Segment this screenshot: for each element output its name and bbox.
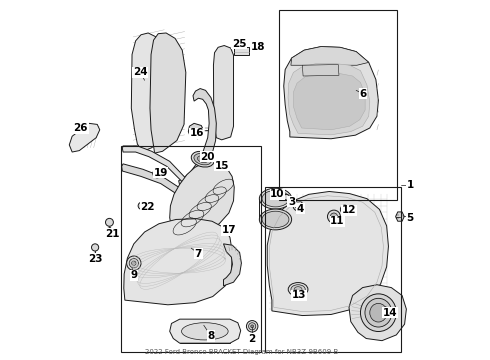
- Polygon shape: [170, 162, 234, 237]
- Circle shape: [341, 205, 349, 214]
- Text: 14: 14: [383, 308, 397, 318]
- Ellipse shape: [262, 211, 289, 228]
- Circle shape: [132, 261, 136, 265]
- Text: 8: 8: [207, 331, 215, 341]
- Ellipse shape: [191, 151, 214, 167]
- Bar: [265, 187, 401, 352]
- Polygon shape: [395, 212, 404, 221]
- Text: 7: 7: [195, 248, 202, 258]
- Text: 26: 26: [74, 123, 88, 133]
- Ellipse shape: [181, 323, 228, 340]
- Polygon shape: [234, 47, 248, 55]
- Text: 18: 18: [251, 42, 266, 52]
- Text: 20: 20: [200, 152, 215, 162]
- Polygon shape: [291, 46, 368, 65]
- Text: 11: 11: [330, 216, 345, 226]
- Ellipse shape: [259, 188, 292, 209]
- Polygon shape: [349, 285, 406, 341]
- Ellipse shape: [288, 283, 308, 296]
- Circle shape: [92, 244, 98, 251]
- Text: 21: 21: [105, 229, 120, 239]
- Ellipse shape: [294, 287, 302, 292]
- Polygon shape: [131, 33, 166, 151]
- Text: 2022 Ford Bronco BRACKET Diagram for NB3Z-9B609-B: 2022 Ford Bronco BRACKET Diagram for NB3…: [145, 349, 338, 355]
- Polygon shape: [302, 64, 339, 76]
- Polygon shape: [294, 73, 365, 130]
- Bar: [279, 10, 397, 200]
- Polygon shape: [267, 192, 389, 316]
- Text: 17: 17: [221, 225, 236, 235]
- Ellipse shape: [194, 153, 212, 165]
- Ellipse shape: [291, 285, 305, 294]
- Circle shape: [293, 201, 303, 211]
- Text: 9: 9: [130, 270, 137, 280]
- Text: 19: 19: [153, 168, 168, 178]
- Ellipse shape: [197, 156, 208, 163]
- Text: 5: 5: [406, 213, 414, 222]
- Text: 10: 10: [270, 189, 285, 199]
- Polygon shape: [122, 164, 188, 200]
- Text: 3: 3: [288, 197, 295, 207]
- Polygon shape: [284, 46, 378, 139]
- Text: 4: 4: [297, 204, 304, 214]
- Text: 12: 12: [342, 206, 356, 216]
- Circle shape: [284, 194, 290, 200]
- Text: 13: 13: [292, 291, 306, 301]
- Circle shape: [155, 171, 159, 176]
- Text: 1: 1: [406, 180, 414, 190]
- Circle shape: [330, 213, 338, 220]
- Circle shape: [126, 256, 141, 270]
- Bar: [122, 146, 261, 352]
- Ellipse shape: [361, 294, 396, 332]
- Text: 22: 22: [140, 202, 155, 212]
- Polygon shape: [150, 33, 186, 153]
- Circle shape: [327, 210, 341, 223]
- Text: 16: 16: [189, 129, 204, 138]
- Circle shape: [246, 320, 258, 332]
- Polygon shape: [223, 244, 242, 286]
- Circle shape: [295, 203, 301, 209]
- Circle shape: [251, 325, 254, 328]
- Text: 2: 2: [248, 333, 256, 343]
- Polygon shape: [122, 146, 191, 188]
- Polygon shape: [214, 45, 234, 140]
- Polygon shape: [288, 63, 370, 135]
- Circle shape: [129, 258, 139, 268]
- Circle shape: [248, 323, 256, 330]
- Polygon shape: [188, 123, 204, 139]
- Polygon shape: [179, 89, 216, 185]
- Text: 15: 15: [215, 161, 229, 171]
- Text: 23: 23: [88, 254, 102, 264]
- Text: 25: 25: [232, 39, 246, 49]
- Polygon shape: [124, 219, 232, 305]
- Ellipse shape: [262, 190, 289, 207]
- Polygon shape: [170, 319, 241, 343]
- Ellipse shape: [365, 298, 392, 327]
- Ellipse shape: [259, 209, 292, 230]
- Text: 6: 6: [360, 89, 367, 99]
- Circle shape: [138, 202, 146, 210]
- Text: 24: 24: [133, 67, 147, 77]
- Circle shape: [153, 169, 161, 178]
- Circle shape: [105, 219, 113, 226]
- Polygon shape: [69, 123, 100, 152]
- Ellipse shape: [370, 303, 387, 322]
